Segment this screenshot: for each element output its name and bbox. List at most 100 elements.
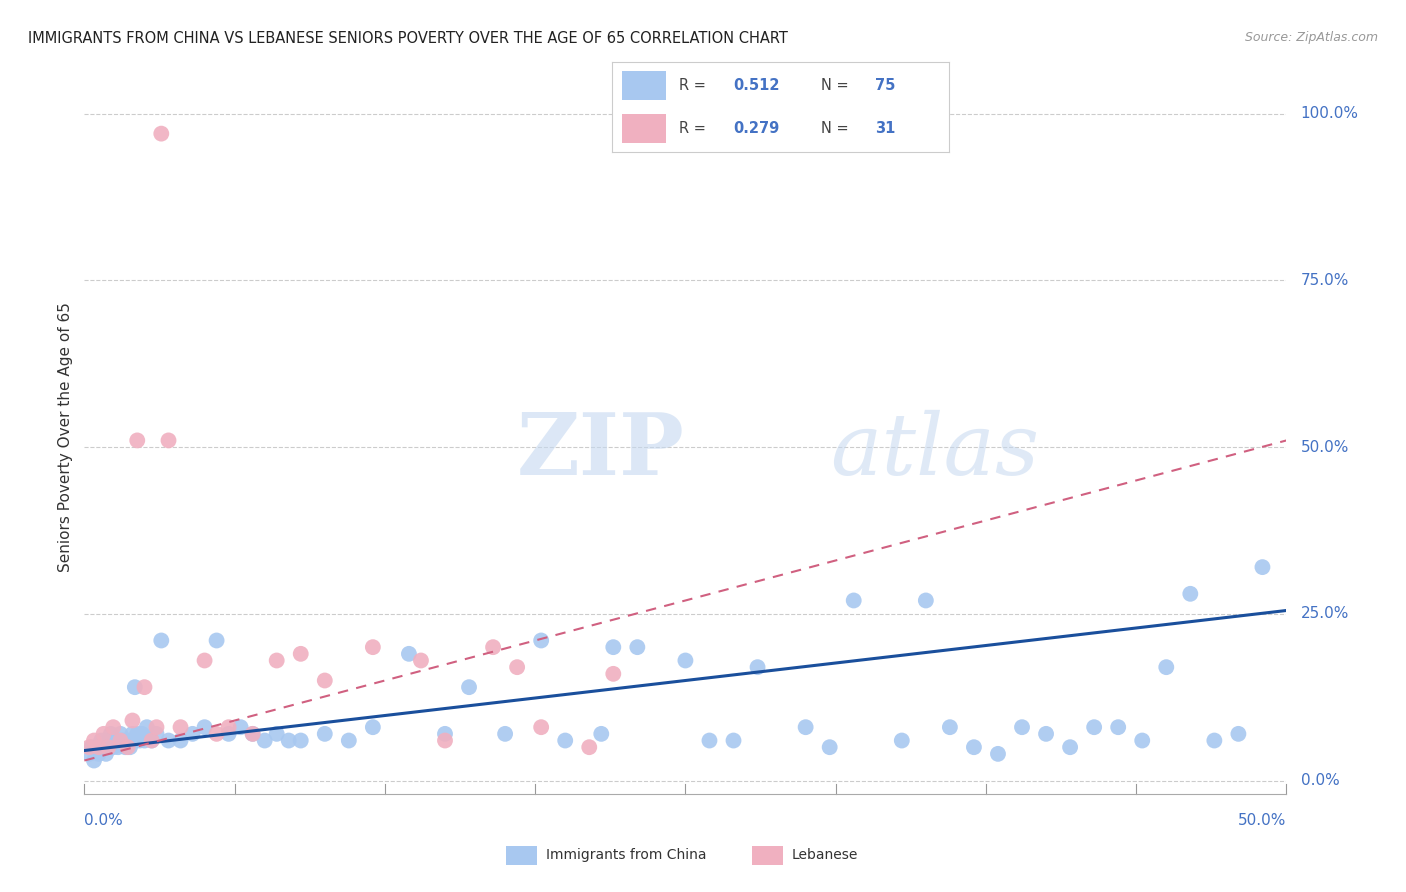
Point	[83, 754, 105, 768]
Point	[103, 740, 125, 755]
Point	[205, 727, 228, 741]
Point	[83, 733, 105, 747]
Point	[121, 727, 143, 741]
Point	[218, 727, 240, 741]
Point	[114, 740, 136, 755]
Point	[675, 653, 697, 667]
Point	[157, 434, 180, 448]
Point	[530, 633, 553, 648]
Point	[150, 633, 173, 648]
Text: 0.512: 0.512	[733, 78, 779, 93]
Point	[987, 747, 1010, 761]
Point	[103, 720, 125, 734]
Point	[361, 640, 384, 655]
Text: 75: 75	[875, 78, 896, 93]
Text: 75.0%: 75.0%	[1301, 273, 1348, 288]
Text: 50.0%: 50.0%	[1239, 814, 1286, 828]
Point	[117, 733, 139, 747]
Point	[124, 680, 146, 694]
Point	[266, 653, 288, 667]
Point	[218, 720, 240, 734]
Text: 0.0%: 0.0%	[84, 814, 124, 828]
Point	[87, 740, 110, 755]
Text: N =: N =	[821, 121, 853, 136]
Point	[86, 740, 108, 755]
Point	[398, 647, 420, 661]
Point	[110, 733, 132, 747]
Point	[194, 653, 217, 667]
Point	[131, 727, 153, 741]
Point	[127, 434, 149, 448]
Point	[121, 714, 143, 728]
Point	[591, 727, 613, 741]
Text: N =: N =	[821, 78, 853, 93]
Point	[794, 720, 817, 734]
Point	[1204, 733, 1226, 747]
Point	[530, 720, 553, 734]
Point	[194, 720, 217, 734]
Text: Immigrants from China: Immigrants from China	[546, 848, 706, 863]
Point	[723, 733, 745, 747]
Point	[626, 640, 648, 655]
Text: atlas: atlas	[830, 410, 1039, 492]
Point	[107, 740, 129, 755]
Point	[242, 727, 264, 741]
Text: 25.0%: 25.0%	[1301, 607, 1348, 622]
Text: 0.0%: 0.0%	[1301, 773, 1340, 788]
Point	[90, 733, 112, 747]
Point	[205, 633, 228, 648]
Point	[266, 727, 288, 741]
Point	[104, 733, 127, 747]
Point	[1011, 720, 1033, 734]
Point	[93, 727, 115, 741]
Point	[93, 740, 115, 755]
Text: ZIP: ZIP	[517, 409, 685, 493]
Point	[482, 640, 505, 655]
Point	[290, 647, 312, 661]
Point	[94, 747, 117, 761]
Text: Source: ZipAtlas.com: Source: ZipAtlas.com	[1244, 31, 1378, 45]
Point	[181, 727, 204, 741]
Text: IMMIGRANTS FROM CHINA VS LEBANESE SENIORS POVERTY OVER THE AGE OF 65 CORRELATION: IMMIGRANTS FROM CHINA VS LEBANESE SENIOR…	[28, 31, 787, 46]
Point	[1130, 733, 1153, 747]
Point	[111, 733, 134, 747]
Point	[314, 673, 336, 688]
Point	[314, 727, 336, 741]
Point	[253, 733, 276, 747]
Point	[97, 740, 120, 755]
Point	[1251, 560, 1274, 574]
Point	[134, 680, 156, 694]
Point	[1083, 720, 1105, 734]
Text: 100.0%: 100.0%	[1301, 106, 1358, 121]
Point	[169, 720, 191, 734]
Point	[578, 740, 600, 755]
Text: 31: 31	[875, 121, 896, 136]
Point	[277, 733, 299, 747]
Text: R =: R =	[679, 121, 710, 136]
Point	[939, 720, 962, 734]
Point	[1059, 740, 1081, 755]
Point	[100, 727, 122, 741]
Point	[409, 653, 432, 667]
Point	[361, 720, 384, 734]
Text: 50.0%: 50.0%	[1301, 440, 1348, 455]
Bar	[621, 71, 665, 100]
Point	[242, 727, 264, 741]
Text: R =: R =	[679, 78, 710, 93]
Point	[842, 593, 865, 607]
Point	[157, 733, 180, 747]
Point	[602, 640, 624, 655]
Point	[1035, 727, 1057, 741]
Point	[818, 740, 841, 755]
Point	[135, 720, 157, 734]
Point	[290, 733, 312, 747]
Point	[145, 727, 167, 741]
Y-axis label: Seniors Poverty Over the Age of 65: Seniors Poverty Over the Age of 65	[58, 302, 73, 572]
Point	[554, 733, 576, 747]
Point	[169, 733, 191, 747]
Point	[915, 593, 938, 607]
Point	[890, 733, 912, 747]
Point	[141, 733, 163, 747]
Point	[1227, 727, 1250, 741]
Point	[118, 740, 141, 755]
